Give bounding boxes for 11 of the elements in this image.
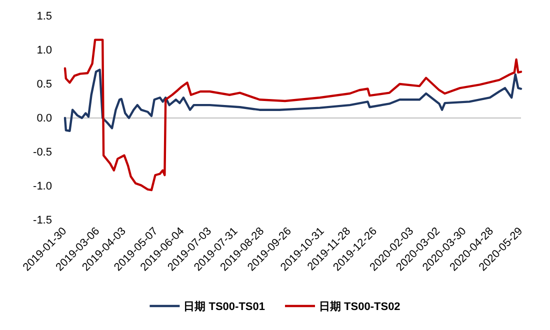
y-tick-label: 0.5 bbox=[36, 78, 52, 91]
y-tick-label: 1.5 bbox=[36, 10, 52, 23]
y-tick-label: -1.0 bbox=[33, 180, 52, 193]
y-tick-label: -1.5 bbox=[33, 214, 52, 227]
y-tick-label: 1.0 bbox=[36, 44, 52, 57]
legend-label: 日期 TS00-TS02 bbox=[319, 300, 400, 313]
line-series bbox=[64, 38, 522, 192]
y-tick-label: -0.5 bbox=[33, 146, 52, 159]
legend-label: 日期 TS00-TS01 bbox=[184, 300, 265, 313]
line-series bbox=[64, 68, 522, 132]
y-tick-label: 0.0 bbox=[36, 112, 52, 125]
